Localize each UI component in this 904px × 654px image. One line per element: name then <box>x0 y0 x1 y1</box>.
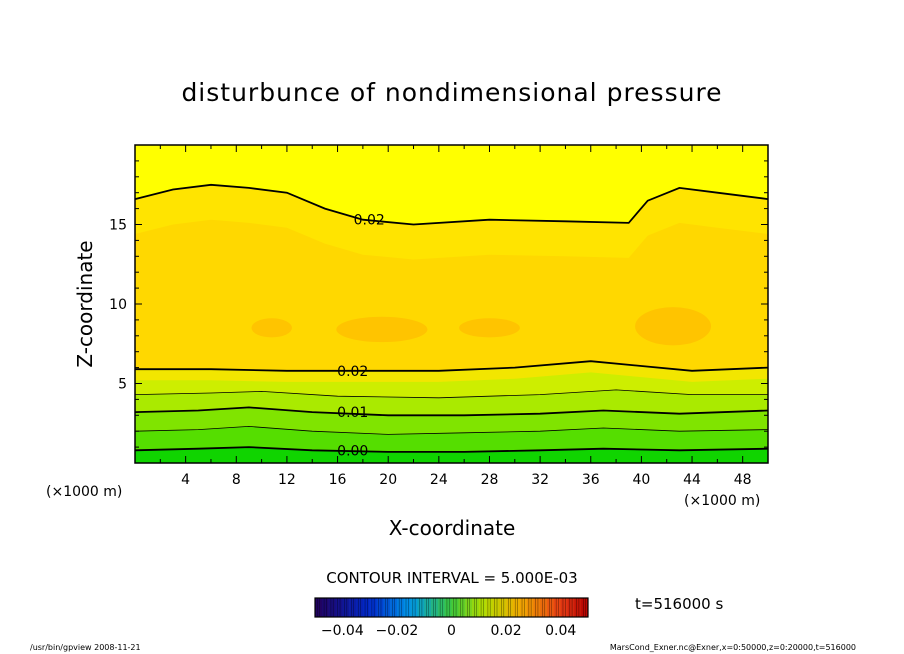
colorbar-cell-2 <box>328 598 336 617</box>
colorbar <box>314 597 589 618</box>
y-ticks: 5 10 15 <box>109 144 768 464</box>
colorbar-cell-32 <box>533 598 541 617</box>
high-value-blob-4 <box>635 307 712 346</box>
colorbar-cell-38 <box>574 598 582 617</box>
colorbar-cell-31 <box>526 598 534 617</box>
contour-labels: 0.02 0.02 0.01 0.00 <box>337 213 385 460</box>
plot-area: 0.020.020.010.00 4 8 12 16 20 24 28 32 36 40 44 48 … <box>109 144 769 488</box>
x-tick-label-44: 44 <box>683 472 701 488</box>
x-unit-label-left: (×1000 m) <box>46 484 122 500</box>
colorbar-cell-1 <box>321 598 329 617</box>
x-tick-label-12: 12 <box>278 472 296 488</box>
contour-label-2: 0.01 <box>337 405 368 421</box>
colorbar-cell-13 <box>403 598 411 617</box>
colorbar-cell-11 <box>390 598 398 617</box>
colorbar-tick-label-1: −0.02 <box>375 623 418 639</box>
colorbar-tick-label-0: −0.04 <box>321 623 364 639</box>
band-000-005 <box>135 426 768 452</box>
contour-line-1 <box>135 360 769 372</box>
colorbar-cell-33 <box>540 598 548 617</box>
time-text: t=516000 s <box>635 595 723 613</box>
chart-title: disturbunce of nondimensional pressure <box>181 78 722 107</box>
colorbar-cell-25 <box>485 598 493 617</box>
contour-lines <box>134 183 769 453</box>
band-010-015 <box>135 389 768 416</box>
colorbar-cell-27 <box>499 598 507 617</box>
x-tick-label-4: 4 <box>181 472 190 488</box>
colorbar-tick-label-2: 0 <box>447 623 456 639</box>
colorbar-cell-10 <box>383 598 391 617</box>
colorbar-cell-3 <box>335 598 343 617</box>
colorbar-cell-5 <box>349 598 357 617</box>
colorbar-cell-8 <box>369 598 377 617</box>
colorbar-cell-22 <box>465 598 473 617</box>
contour-label-3: 0.00 <box>337 443 368 459</box>
footer-right: MarsCond_Exner.nc@Exner,x=0:50000,z=0:20… <box>610 643 856 652</box>
colorbar-cell-24 <box>478 598 486 617</box>
colorbar-cell-15 <box>417 598 425 617</box>
colorbar-cell-17 <box>431 598 439 617</box>
contour-line-5 <box>134 446 769 453</box>
band-005-010 <box>135 407 768 435</box>
colorbar-cell-12 <box>396 598 405 617</box>
contour-line-3 <box>134 406 769 417</box>
x-tick-label-28: 28 <box>481 472 499 488</box>
colorbar-cell-23 <box>471 598 480 617</box>
x-tick-label-40: 40 <box>632 472 650 488</box>
contour-line-0 <box>134 183 769 226</box>
contour-line-4 <box>134 425 769 435</box>
colorbar-cell-35 <box>553 598 561 617</box>
colorbar-cell-6 <box>355 598 364 617</box>
high-value-blob-1 <box>251 318 292 338</box>
colorbar-cell-9 <box>376 598 384 617</box>
colorbar-cell-21 <box>458 598 466 617</box>
colorbar-cell-26 <box>492 598 500 617</box>
contour-label-1: 0.02 <box>337 364 368 380</box>
band-below-000 <box>135 447 768 463</box>
footer-left: /usr/bin/gpview 2008-11-21 <box>30 643 141 652</box>
colorbar-tick-label-4: 0.04 <box>545 623 576 639</box>
y-tick-label-15: 15 <box>109 218 127 234</box>
colorbar-cell-28 <box>506 598 514 617</box>
x-axis-title: X-coordinate <box>389 516 516 540</box>
band-lower-transition <box>135 361 768 382</box>
colorbar-frame <box>314 597 589 618</box>
x-tick-label-24: 24 <box>430 472 448 488</box>
colorbar-cell-39 <box>581 598 589 617</box>
band-above-upper-002 <box>135 145 768 225</box>
colorbar-cell-36 <box>560 598 568 617</box>
x-tick-label-20: 20 <box>379 472 397 488</box>
contour-label-0: 0.02 <box>354 213 385 229</box>
x-tick-label-32: 32 <box>531 472 549 488</box>
colorbar-tick-labels: −0.04 −0.02 0 0.02 0.04 <box>321 623 577 639</box>
colorbar-cell-29 <box>512 598 521 617</box>
high-value-blob-3 <box>459 318 520 338</box>
contour-interval-text: CONTOUR INTERVAL = 5.000E-03 <box>326 569 577 587</box>
x-ticks: 4 8 12 16 20 24 28 32 36 40 44 48 <box>134 145 769 488</box>
y-tick-label-5: 5 <box>118 377 127 393</box>
colorbar-cell-4 <box>342 598 350 617</box>
colorbar-cell-19 <box>444 598 452 617</box>
y-axis-title: Z-coordinate <box>73 240 97 367</box>
colorbar-tick-label-3: 0.02 <box>491 623 522 639</box>
colorbar-cell-0 <box>315 598 323 617</box>
x-tick-label-36: 36 <box>582 472 600 488</box>
colorbar-cell-34 <box>547 598 555 617</box>
colorbar-cell-37 <box>567 598 575 617</box>
colorbar-cell-20 <box>451 598 459 617</box>
colorbar-cell-16 <box>424 598 432 617</box>
y-tick-label-10: 10 <box>109 297 127 313</box>
colorbar-cell-18 <box>437 598 445 617</box>
x-tick-label-8: 8 <box>232 472 241 488</box>
colorbar-cell-30 <box>519 598 527 617</box>
high-value-blob-2 <box>336 316 428 343</box>
colorbar-cell-14 <box>410 598 418 617</box>
contour-line-2 <box>134 389 768 399</box>
colorbar-cell-7 <box>362 598 370 617</box>
x-unit-label-right: (×1000 m) <box>684 493 760 509</box>
x-tick-label-16: 16 <box>329 472 347 488</box>
x-tick-label-48: 48 <box>734 472 752 488</box>
